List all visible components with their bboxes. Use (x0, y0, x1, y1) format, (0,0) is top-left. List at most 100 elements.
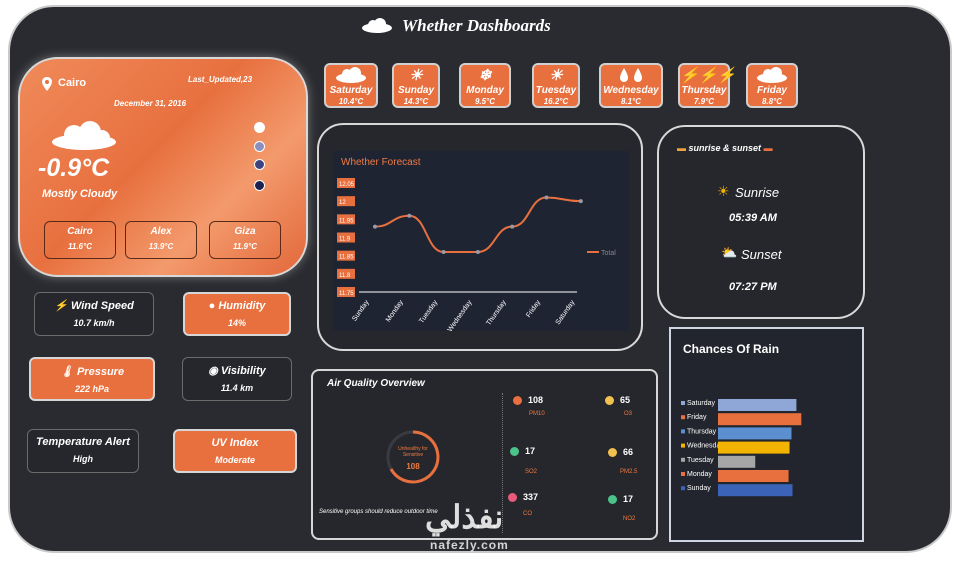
day-tile-monday[interactable]: ❄ Monday 9.5°C (459, 63, 511, 108)
y-tick-box (337, 196, 355, 207)
day-temp: 9.5°C (474, 97, 496, 106)
day-tile-tuesday[interactable]: ☀ Tuesday 16.2°C (532, 63, 580, 108)
pollutant-dot (605, 396, 614, 406)
y-tick-label: 11.85 (339, 255, 354, 261)
legend-swatch (681, 486, 685, 491)
day-temp: 8.8°C (761, 97, 783, 106)
pollutant-no2: 17 (608, 494, 633, 505)
legend-swatch (681, 401, 685, 405)
carousel-dot[interactable] (254, 141, 265, 152)
day-tile-sunday[interactable]: ☀ Sunday 14.3°C (392, 63, 440, 108)
bar-label: Sunday (687, 485, 711, 492)
bar-label: Saturday (687, 400, 716, 407)
series-line (374, 196, 581, 254)
bar-label: Tuesday (687, 457, 714, 464)
sunrise-label: Sunrise (735, 185, 780, 200)
watermark-logo: نفذلي (425, 499, 504, 535)
y-tick-label: 11.9 (339, 237, 351, 243)
data-point (510, 224, 515, 229)
carousel-dot[interactable] (254, 159, 265, 170)
pollutant-name: NO2 (623, 516, 636, 522)
sun-icon: ☀ (717, 183, 730, 199)
legend-swatch (681, 472, 685, 476)
day-tile-friday[interactable]: Friday 8.8°C (746, 63, 798, 108)
pollutant-name: CO (523, 511, 532, 517)
title-text: Whether Dashboards (402, 16, 551, 35)
data-point (544, 195, 549, 200)
data-point (475, 250, 480, 255)
rain-title: Chances Of Rain (683, 342, 780, 356)
y-tick-box (337, 178, 355, 188)
day-name: Thursday (681, 85, 727, 96)
stat-value: Moderate (214, 455, 255, 465)
y-tick-box (337, 214, 355, 225)
stat-label: Pressure (76, 366, 125, 378)
pollutant-so2: 17 (510, 446, 535, 457)
day-name: Tuesday (535, 85, 577, 96)
pollutant-value: 66 (623, 447, 634, 457)
sunset-label: Sunset (741, 247, 782, 262)
pollutant-o3: 65 (605, 395, 630, 406)
current-condition: Mostly Cloudy (42, 188, 118, 200)
city-temp: 11.6°C (68, 242, 92, 251)
city-card-giza[interactable]: Giza 11.9°C (209, 221, 281, 259)
day-name: Friday (756, 85, 787, 96)
carousel-dot[interactable] (254, 180, 265, 191)
city-card-cairo[interactable]: Cairo 11.6°C (44, 221, 116, 259)
sunset-time: 07:27 PM (729, 281, 777, 293)
y-tick-box (337, 232, 355, 243)
partly-cloudy-icon: ⛅ (721, 245, 738, 260)
forecast-chart: 12.05 12 11.95 11.9 11.85 11.8 11.75 Sunday Mond… (337, 178, 616, 334)
bar-label: Wednesday (687, 443, 724, 450)
legend-swatch (681, 443, 685, 448)
pollutant-dot (513, 396, 522, 406)
legend-swatch (681, 457, 685, 462)
pollutant-name: PM10 (529, 411, 545, 417)
bar-label: Thursday (687, 428, 717, 435)
sun-card-title: ▬ sunrise & sunset ▬ (677, 143, 773, 153)
y-tick-box (337, 287, 355, 297)
carousel-dot[interactable] (254, 122, 265, 133)
sunrise-time: 05:39 AM (729, 212, 777, 224)
day-name: Wednesday (603, 85, 659, 96)
y-tick-label: 12.05 (339, 182, 355, 188)
snowflake-icon: ❄ (478, 67, 492, 84)
bar (718, 441, 790, 454)
city-card-alex[interactable]: Alex 13.9°C (125, 221, 197, 259)
lightning-icon: ⚡⚡⚡ (680, 67, 737, 84)
cloud-icon (52, 121, 116, 150)
sunrise-icon: ▬ (677, 143, 686, 153)
current-weather-card: Cairo Last_Updated,23 December 31, 2016 … (18, 57, 308, 277)
pollutant-dot (608, 495, 617, 505)
pollutant-dot (508, 493, 517, 503)
day-tile-saturday[interactable]: Saturday 10.4°C (324, 63, 378, 108)
aqi-gauge (386, 430, 440, 484)
stat-value: 14% (227, 318, 246, 328)
gauge-value: 108 (406, 462, 420, 471)
data-point (373, 224, 377, 229)
day-name: Saturday (329, 85, 373, 96)
pressure-tile: 🌡 Pressure 222 hPa (29, 357, 155, 401)
air-quality-card: Air Quality Overview Unhealthy for Sensi… (311, 369, 658, 540)
dashboard-title: Whether Dashboards (360, 16, 551, 36)
pollutant-name: PM2.5 (620, 469, 638, 475)
gauge-label: Unhealthy for Sensitive (398, 446, 428, 458)
bar (718, 470, 789, 482)
city-name: Giza (234, 226, 256, 237)
raindrops-icon (601, 67, 661, 85)
sunrise-sunset-card: ▬ sunrise & sunset ▬ ☀ Sunrise 05:39 AM … (657, 125, 865, 319)
day-tile-wednesday[interactable]: Wednesday 8.1°C (599, 63, 663, 108)
drop-icon: ● (208, 300, 216, 312)
city-name: Alex (150, 226, 172, 237)
humidity-tile: ● Humidity 14% (183, 292, 291, 336)
pollutant-value: 337 (523, 492, 539, 502)
sun-title-text: sunrise & sunset (688, 143, 762, 153)
bar-label: Friday (687, 414, 707, 421)
day-tile-thursday[interactable]: ⚡⚡⚡ Thursday 7.9°C (678, 63, 737, 108)
day-temp: 16.2°C (543, 97, 569, 106)
air-quality-title: Air Quality Overview (327, 378, 425, 389)
day-temp: 14.3°C (403, 97, 429, 106)
stat-value: High (73, 454, 93, 464)
x-tick-label: Wednesday (447, 299, 474, 334)
bar (718, 427, 792, 440)
